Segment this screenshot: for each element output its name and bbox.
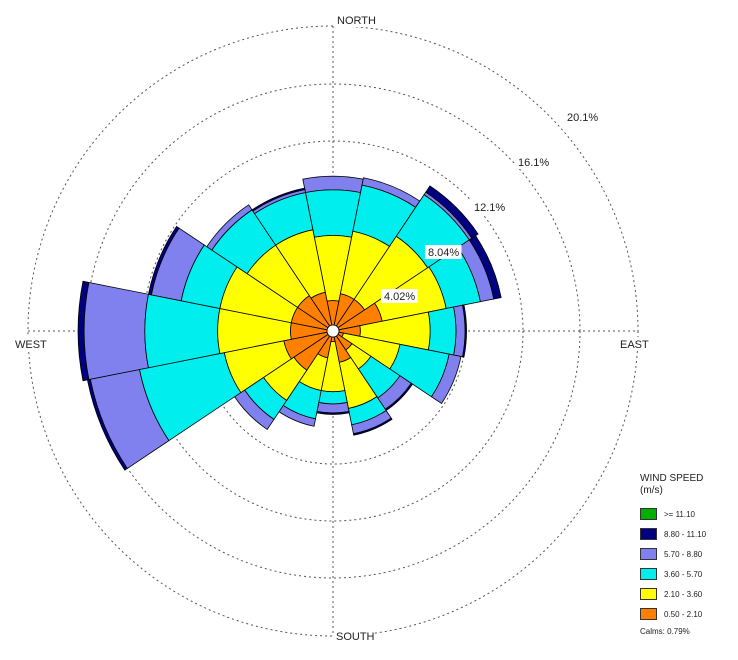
calms-label: Calms: 0.79% bbox=[640, 627, 690, 636]
legend-swatch bbox=[640, 528, 657, 540]
legend-label: 5.70 - 8.80 bbox=[664, 549, 703, 559]
compass-south-label: SOUTH bbox=[336, 631, 375, 643]
ring-label-1: 4.02% bbox=[384, 291, 415, 303]
compass-west-label: WEST bbox=[15, 339, 47, 351]
legend-item: 0.50 - 2.10 bbox=[640, 605, 736, 623]
ring-label-3: 12.1% bbox=[474, 202, 505, 214]
ring-label-2: 8.04% bbox=[428, 247, 459, 259]
legend-item: 8.80 - 11.10 bbox=[640, 525, 736, 543]
compass-north-label: NORTH bbox=[337, 15, 376, 27]
ring-label-bg-4 bbox=[515, 155, 552, 169]
compass-west-bg bbox=[13, 337, 46, 351]
legend-item: 5.70 - 8.80 bbox=[640, 545, 736, 563]
legend-label: 0.50 - 2.10 bbox=[664, 609, 703, 619]
legend-swatch bbox=[640, 548, 657, 560]
compass-east-bg bbox=[618, 337, 651, 351]
ring-label-4: 16.1% bbox=[518, 157, 549, 169]
legend-item: >= 11.10 bbox=[640, 505, 736, 523]
compass-east-label: EAST bbox=[620, 339, 649, 351]
ring-label-5: 20.1% bbox=[567, 112, 598, 124]
legend-swatch bbox=[640, 588, 657, 600]
compass-north-bg bbox=[335, 13, 375, 27]
ring-label-bg-3 bbox=[471, 200, 508, 214]
ring-label-bg-1 bbox=[381, 289, 418, 303]
center-calm-circle bbox=[326, 324, 340, 338]
legend-swatch bbox=[640, 568, 657, 580]
wedge-w-bin-3 bbox=[83, 281, 149, 381]
legend-swatch bbox=[640, 508, 657, 520]
legend-label: 8.80 - 11.10 bbox=[664, 529, 707, 539]
ring-label-bg-2 bbox=[425, 245, 462, 259]
ring-label-bg-5 bbox=[564, 110, 601, 124]
legend-label: 2.10 - 3.60 bbox=[664, 589, 703, 599]
wedge-s-bin-4 bbox=[318, 390, 348, 405]
legend-title: WIND SPEED (m/s) bbox=[640, 473, 704, 496]
wedge-n-bin-4 bbox=[304, 189, 362, 238]
wedge-e-bin-4 bbox=[427, 306, 457, 356]
legend-swatch bbox=[640, 608, 657, 620]
legend-item: 3.60 - 5.70 bbox=[640, 565, 736, 583]
legend-item: 2.10 - 3.60 bbox=[640, 585, 736, 603]
legend-label: 3.60 - 5.70 bbox=[664, 569, 703, 579]
legend: WIND SPEED (m/s) >= 11.10 8.80 - 11.10 5.7… bbox=[640, 473, 736, 636]
legend-label: >= 11.10 bbox=[664, 509, 695, 519]
compass-south-bg bbox=[334, 629, 374, 643]
